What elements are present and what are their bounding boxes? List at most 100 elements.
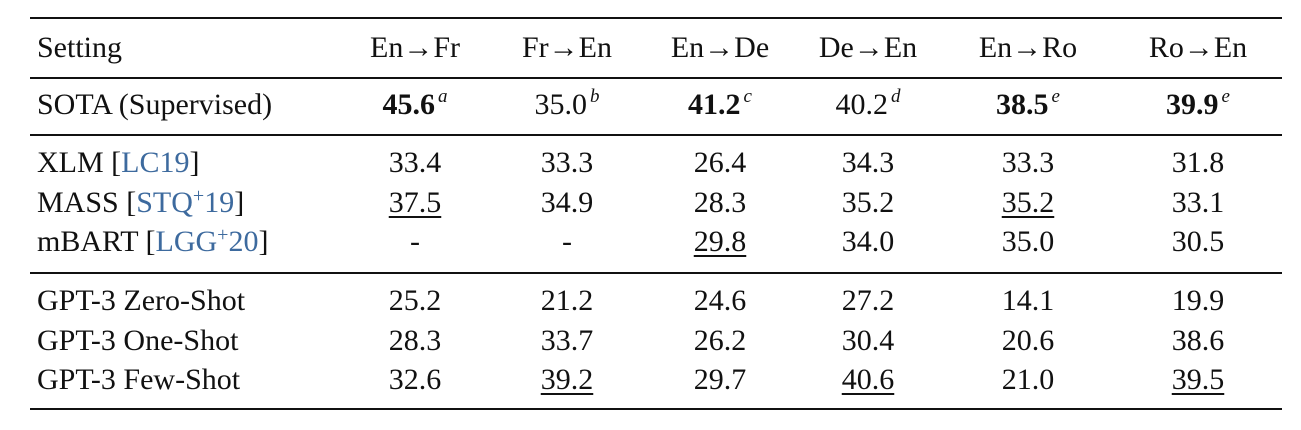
row-name: SOTA (Supervised) xyxy=(37,88,273,121)
score-cell: 27.2 xyxy=(842,281,895,321)
score-cell: - xyxy=(562,222,572,262)
score: 34.3 xyxy=(841,146,895,179)
score-cell: 25.2 xyxy=(389,281,442,321)
column-header: En→Fr xyxy=(370,31,460,64)
score-cell: 38.6 xyxy=(1172,321,1225,361)
column-header: En→Ro xyxy=(978,31,1078,64)
cite-bracket: [ xyxy=(145,225,156,258)
footnote-mark: a xyxy=(438,86,448,107)
score-cell: 39.5 xyxy=(1172,360,1225,400)
score-cell: 33.1 xyxy=(1172,183,1225,223)
score-cell: 33.3 xyxy=(541,143,594,183)
score-cell: 31.8 xyxy=(1172,143,1225,183)
row-label: XLM [LC19] xyxy=(37,143,200,183)
score-cell: 30.4 xyxy=(842,321,895,361)
row-name: MASS xyxy=(37,185,119,219)
score: 37.5 xyxy=(388,185,442,219)
score: 33.3 xyxy=(1001,146,1055,179)
row-label: mBART [LGG+20] xyxy=(37,222,268,262)
score-cell: 26.4 xyxy=(694,143,747,183)
score-cell: 28.3 xyxy=(389,321,442,361)
score-cell: 35.2 xyxy=(1002,183,1055,223)
score-cell: 14.1 xyxy=(1002,281,1055,321)
row-label: GPT-3 Zero-Shot xyxy=(37,281,245,321)
citation-year: 20 xyxy=(228,225,259,258)
table-rule xyxy=(30,134,1282,136)
score-cell: 26.2 xyxy=(694,321,747,361)
score: 39.9 xyxy=(1166,88,1219,121)
score-cell: 41.2 c xyxy=(688,85,752,125)
score: 27.2 xyxy=(841,284,895,317)
score: 20.6 xyxy=(1001,323,1055,357)
score: 30.5 xyxy=(1171,225,1225,258)
score-cell: 45.6 a xyxy=(383,85,448,125)
footnote-mark: e xyxy=(1051,86,1060,107)
row-label: GPT-3 One-Shot xyxy=(37,321,238,361)
footnote-mark: d xyxy=(891,86,901,107)
score: 25.2 xyxy=(388,284,442,317)
score: 26.4 xyxy=(693,146,747,179)
score-cell: 21.2 xyxy=(541,281,594,321)
cite-bracket: ] xyxy=(189,146,200,179)
score-cell: 40.2 d xyxy=(836,85,901,125)
citation: LC19 xyxy=(121,146,190,179)
score-cell: 35.0 xyxy=(1002,222,1055,262)
column-header: Fr→En xyxy=(522,31,612,64)
cite-bracket: ] xyxy=(234,185,245,219)
score-cell: 40.6 xyxy=(842,360,895,400)
column-header: Setting xyxy=(37,31,123,64)
row-label: SOTA (Supervised) xyxy=(37,85,272,125)
score-cell: 29.7 xyxy=(694,360,747,400)
score-cell: 29.8 xyxy=(694,222,747,262)
score-cell: 28.3 xyxy=(694,183,747,223)
score-cell: 21.0 xyxy=(1002,360,1055,400)
score-cell: 33.7 xyxy=(541,321,594,361)
score-cell: 38.5 e xyxy=(996,85,1060,125)
score: - xyxy=(562,225,572,258)
score: 34.9 xyxy=(540,185,594,219)
cite-bracket: [ xyxy=(126,185,137,219)
row-name: GPT-3 Zero-Shot xyxy=(37,284,246,317)
table-rule xyxy=(30,272,1282,274)
score: - xyxy=(410,225,420,258)
score-cell: 24.6 xyxy=(694,281,747,321)
citation-sup: + xyxy=(217,224,229,246)
score: 33.3 xyxy=(540,146,594,179)
score-cell: 39.2 xyxy=(541,360,594,400)
score: 33.7 xyxy=(540,323,594,357)
column-header: En→De xyxy=(670,31,770,64)
column-header: De→En xyxy=(818,31,918,64)
score: 40.6 xyxy=(841,363,895,396)
score: 32.6 xyxy=(388,363,442,396)
score: 35.0 xyxy=(1001,225,1055,258)
score-cell: 19.9 xyxy=(1172,281,1225,321)
score: 19.9 xyxy=(1171,284,1225,317)
score-cell: 34.9 xyxy=(541,183,594,223)
row-name: XLM xyxy=(37,146,104,179)
table-rule xyxy=(30,17,1282,19)
score: 24.6 xyxy=(693,284,747,317)
score: 29.8 xyxy=(693,225,747,258)
score: 35.2 xyxy=(841,185,895,219)
score: 30.4 xyxy=(841,323,895,357)
footnote-mark: c xyxy=(743,86,752,107)
row-label: MASS [STQ+19] xyxy=(37,183,244,223)
score-cell: 34.3 xyxy=(842,143,895,183)
score-cell: 20.6 xyxy=(1002,321,1055,361)
score: 14.1 xyxy=(1001,284,1055,317)
table-rule xyxy=(30,77,1282,79)
score: 39.5 xyxy=(1171,363,1225,396)
score-cell: 37.5 xyxy=(389,183,442,223)
score: 35.2 xyxy=(1001,185,1055,219)
score: 31.8 xyxy=(1171,146,1225,179)
score: 39.2 xyxy=(540,363,594,396)
score-cell: 34.0 xyxy=(842,222,895,262)
citation: LGG xyxy=(155,225,218,258)
citation-year: 19 xyxy=(204,185,235,219)
score-cell: 33.3 xyxy=(1002,143,1055,183)
column-header: Ro→En xyxy=(1148,31,1248,64)
row-label: GPT-3 Few-Shot xyxy=(37,360,240,400)
score: 33.1 xyxy=(1171,185,1225,219)
table-rule xyxy=(30,408,1282,410)
